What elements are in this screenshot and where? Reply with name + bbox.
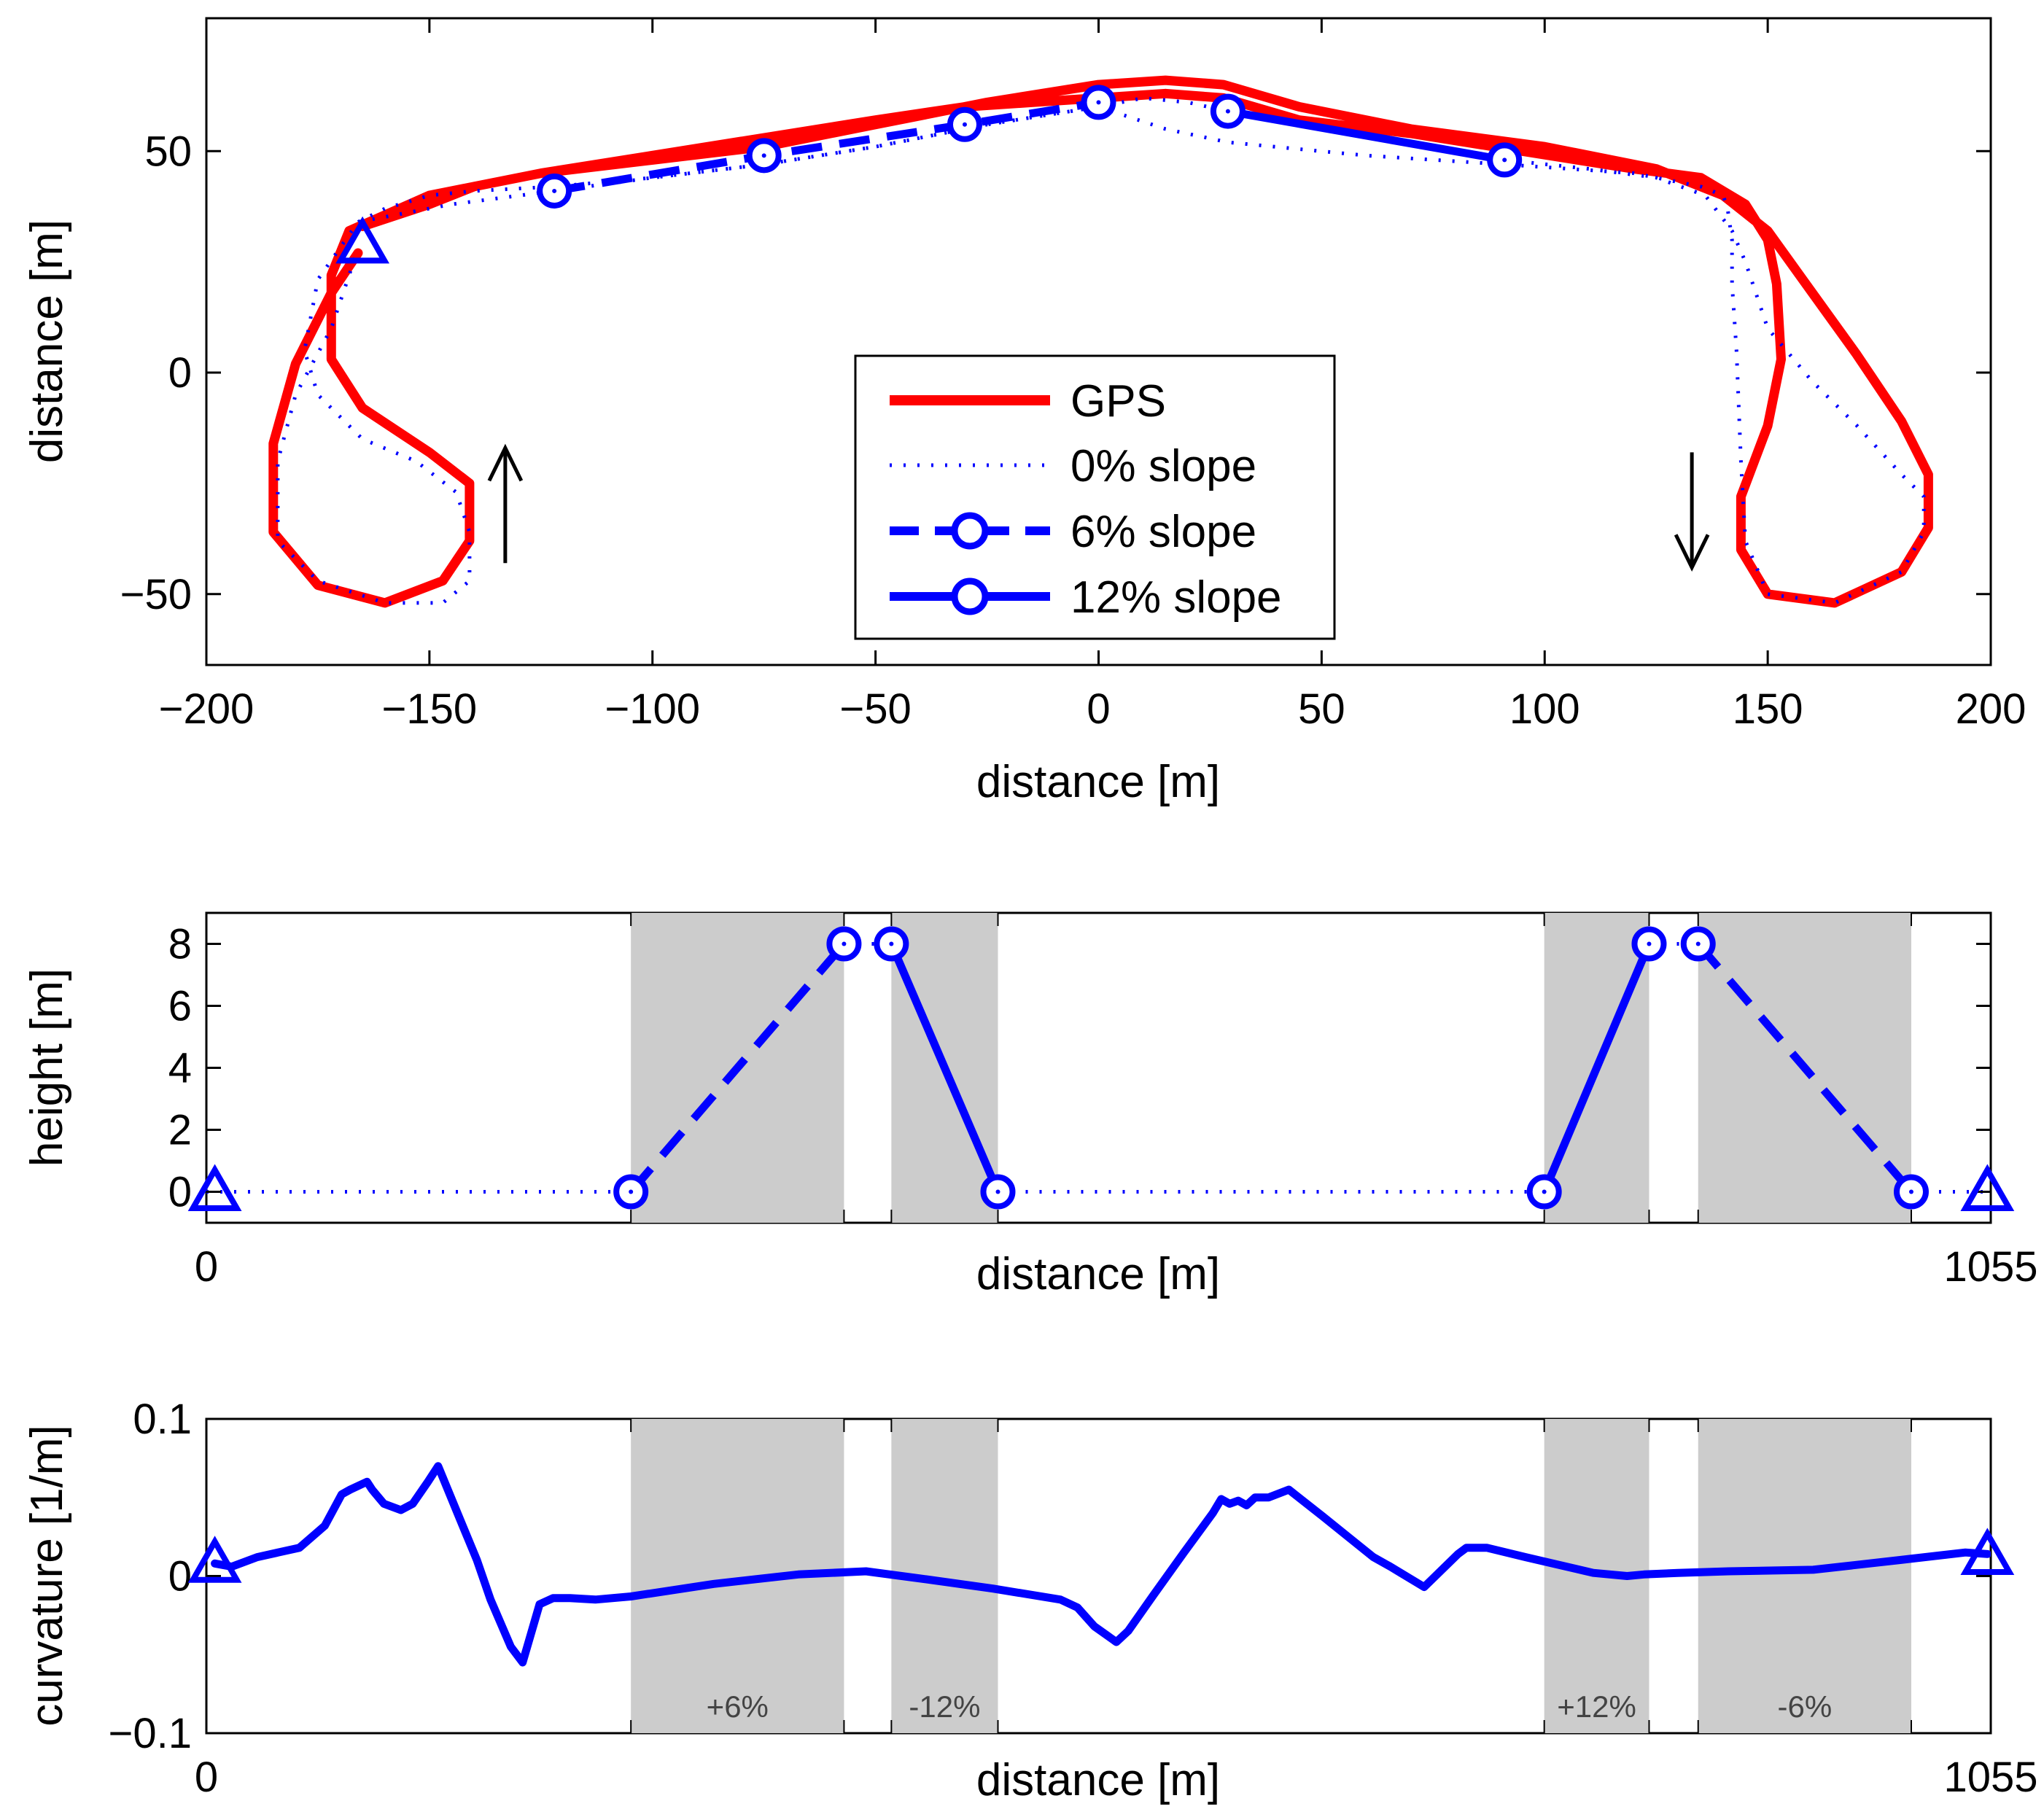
height-panel: 0 1055 0 2 4 6 8 distance [m] height [m] <box>22 911 2038 1299</box>
p0-ytick-label-0: −50 <box>120 571 192 618</box>
p0-ytick-label-2: 50 <box>144 128 192 175</box>
p1-point-dot-1-1 <box>842 941 847 946</box>
p1-ytick-label-3: 6 <box>168 983 192 1030</box>
p0-xtick-label-4: 0 <box>1087 685 1110 733</box>
p1-series-12-slope-5 <box>1540 940 1653 1196</box>
height-plot-area <box>206 913 1991 1223</box>
curvature-ticks: 0 1055−0.100.1 <box>109 1396 2038 1801</box>
p2-ytick-label-2: 0.1 <box>133 1396 192 1443</box>
legend-marker-6pct <box>951 512 989 550</box>
p2-shade-label-3: -6% <box>1778 1689 1833 1724</box>
p0-series-6-slope-2 <box>553 98 1100 195</box>
p2-shade-label-2: +12% <box>1557 1689 1636 1724</box>
curvature-panel: +6% -12% +12% -6% 0 1055−0.100.1 distance [m… <box>22 1396 2038 1805</box>
p2-ytick-label-0: −0.1 <box>109 1710 193 1757</box>
p1-point-dot-3-1 <box>995 1189 1000 1194</box>
height-ticks: 0 1055 0 2 4 6 8 <box>168 913 2038 1291</box>
p2-triangle-marker-1 <box>1960 1528 2015 1575</box>
height-x-axis-label: distance [m] <box>976 1249 1220 1299</box>
p1-point-dot-7-1 <box>1908 1189 1913 1194</box>
p1-point-dot-3-0 <box>889 941 894 946</box>
p1-triangle-marker-0 <box>187 1164 242 1211</box>
curvature-y-axis-label: curvature [1/m] <box>22 1425 72 1726</box>
p1-ytick-label-0: 0 <box>168 1169 192 1216</box>
p0-xtick-label-7: 150 <box>1733 685 1803 733</box>
direction-arrow-head-0 <box>487 443 524 482</box>
p2-series-curvature-0 <box>211 1462 1991 1667</box>
p2-ytick-label-1: 0 <box>168 1553 192 1600</box>
p1-point-dot-5-1 <box>1647 941 1652 946</box>
p1-series-6-slope-1 <box>628 941 847 1195</box>
height-axes-box <box>205 911 1992 1224</box>
p0-xtick-label-1: −150 <box>382 685 478 733</box>
legend-label-0pct: 0% slope <box>1070 441 1256 491</box>
p0-xtick-label-3: −50 <box>839 685 911 733</box>
height-y-axis-label: height [m] <box>22 968 72 1167</box>
p2-triangle-marker-0 <box>187 1536 242 1583</box>
direction-arrow-head-1 <box>1674 534 1710 572</box>
p0-point-dot-2-3 <box>1096 100 1101 105</box>
legend-label-6pct: 6% slope <box>1070 507 1256 557</box>
p0-triangle-marker-0 <box>335 216 390 264</box>
p0-xtick-label-0: −200 <box>159 685 254 733</box>
p1-ytick-label-4: 8 <box>168 921 192 968</box>
p0-ytick-label-1: 0 <box>168 349 192 397</box>
curvature-x-axis-label: distance [m] <box>976 1755 1220 1805</box>
p2-shade-label-1: -12% <box>909 1689 980 1724</box>
p0-xtick-label-8: 200 <box>1956 685 2026 733</box>
p1-point-dot-1-0 <box>629 1189 634 1194</box>
legend: GPS 0% slope 6% slope 12% slope <box>854 354 1336 640</box>
map-plot-area <box>268 75 1933 608</box>
p2-xtick-label-0: 0 <box>195 1754 218 1801</box>
p1-ytick-label-1: 2 <box>168 1107 192 1154</box>
map-y-axis-label: distance [m] <box>22 219 72 463</box>
p0-series-gps-0 <box>268 75 1933 608</box>
p2-shaded-region-3 <box>1698 1419 1911 1733</box>
curvature-plot-area: +6% -12% +12% -6% <box>211 1419 1991 1733</box>
p2-shade-label-0: +6% <box>707 1689 769 1724</box>
p0-xtick-label-2: −100 <box>605 685 700 733</box>
p2-xtick-label-1: 1055 <box>1943 1754 2037 1801</box>
p0-point-dot-2-1 <box>761 153 766 158</box>
map-direction-arrows <box>487 443 1710 572</box>
p1-xtick-label-1: 1055 <box>1943 1243 2037 1291</box>
legend-label-12pct: 12% slope <box>1070 572 1282 623</box>
legend-label-gps: GPS <box>1070 376 1166 427</box>
map-ticks: −200 −150 −100 −50 0 50 100 150 200 −50 0 50 <box>120 18 2026 733</box>
p1-point-dot-7-0 <box>1695 941 1701 946</box>
p0-point-dot-2-2 <box>962 122 967 127</box>
p0-xtick-label-6: 100 <box>1509 685 1580 733</box>
p0-series-12-slope-3 <box>1224 107 1509 164</box>
p1-ytick-label-2: 4 <box>168 1045 192 1092</box>
legend-marker-12pct <box>951 577 989 615</box>
p1-triangle-marker-1 <box>1960 1164 2015 1211</box>
p0-xtick-label-5: 50 <box>1298 685 1345 733</box>
map-panel: −200 −150 −100 −50 0 50 100 150 200 −50 0 50 distan… <box>22 17 2026 807</box>
map-x-axis-label: distance [m] <box>976 757 1220 807</box>
p0-point-dot-3-1 <box>1502 157 1507 163</box>
p1-point-dot-5-0 <box>1542 1189 1547 1194</box>
p0-point-dot-2-0 <box>552 188 557 193</box>
p1-xtick-label-0: 0 <box>195 1243 218 1291</box>
p1-series-12-slope-3 <box>887 940 1002 1196</box>
p0-point-dot-3-0 <box>1225 109 1230 114</box>
p1-series-6-slope-7 <box>1695 941 1915 1195</box>
